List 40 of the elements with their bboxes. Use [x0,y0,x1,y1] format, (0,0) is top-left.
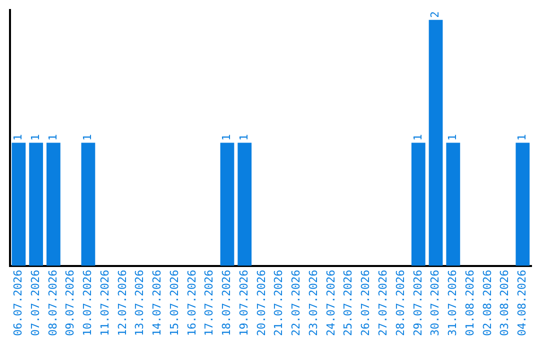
x-tick-label: 26.07.2026 [359,270,372,336]
x-tick-label: 10.07.2026 [81,270,94,336]
x-tick-label: 24.07.2026 [324,270,338,336]
data-label: 1 [446,134,460,141]
x-tick-label: 30.07.2026 [428,270,442,336]
x-tick-label: 09.07.2026 [64,270,77,336]
x-tick-label: 17.07.2026 [202,270,216,336]
x-tick-label: 20.07.2026 [254,270,268,336]
x-tick-label: 22.07.2026 [290,270,303,336]
x-tick-label: 15.07.2026 [168,270,181,336]
x-tick-label: 28.07.2026 [394,270,407,336]
x-tick-label: 01.08.2026 [463,270,476,336]
x-tick-label: 18.07.2026 [220,270,234,336]
data-label: 1 [237,134,250,141]
x-tick-label: 04.08.2026 [516,270,529,336]
x-tick-label: 31.07.2026 [446,270,460,336]
x-tick-label: 11.07.2026 [98,270,112,336]
data-label: 1 [46,134,60,141]
data-label: 1 [516,134,529,141]
data-label: 2 [428,11,442,18]
data-label: 1 [28,134,42,141]
x-tick-label: 03.08.2026 [498,270,512,336]
x-tick-label: 23.07.2026 [306,270,320,336]
x-tick-label: 07.07.2026 [28,270,42,336]
x-tick-label: 06.07.2026 [12,270,25,336]
x-tick-label: 16.07.2026 [185,270,198,336]
x-tick-label: 08.07.2026 [46,270,60,336]
x-tick-label: 29.07.2026 [411,270,424,336]
x-tick-label: 12.07.2026 [116,270,129,336]
x-tick-label: 21.07.2026 [272,270,286,336]
x-tick-label: 13.07.2026 [133,270,146,336]
data-label: 1 [81,134,94,141]
x-tick-label: 27.07.2026 [376,270,390,336]
x-tick-label: 25.07.2026 [342,270,355,336]
x-tick-label: 19.07.2026 [237,270,250,336]
data-label: 1 [220,134,234,141]
x-tick-label: 02.08.2026 [480,270,494,336]
data-label: 1 [12,134,25,141]
data-label: 1 [411,134,424,141]
x-tick-label: 14.07.2026 [150,270,164,336]
